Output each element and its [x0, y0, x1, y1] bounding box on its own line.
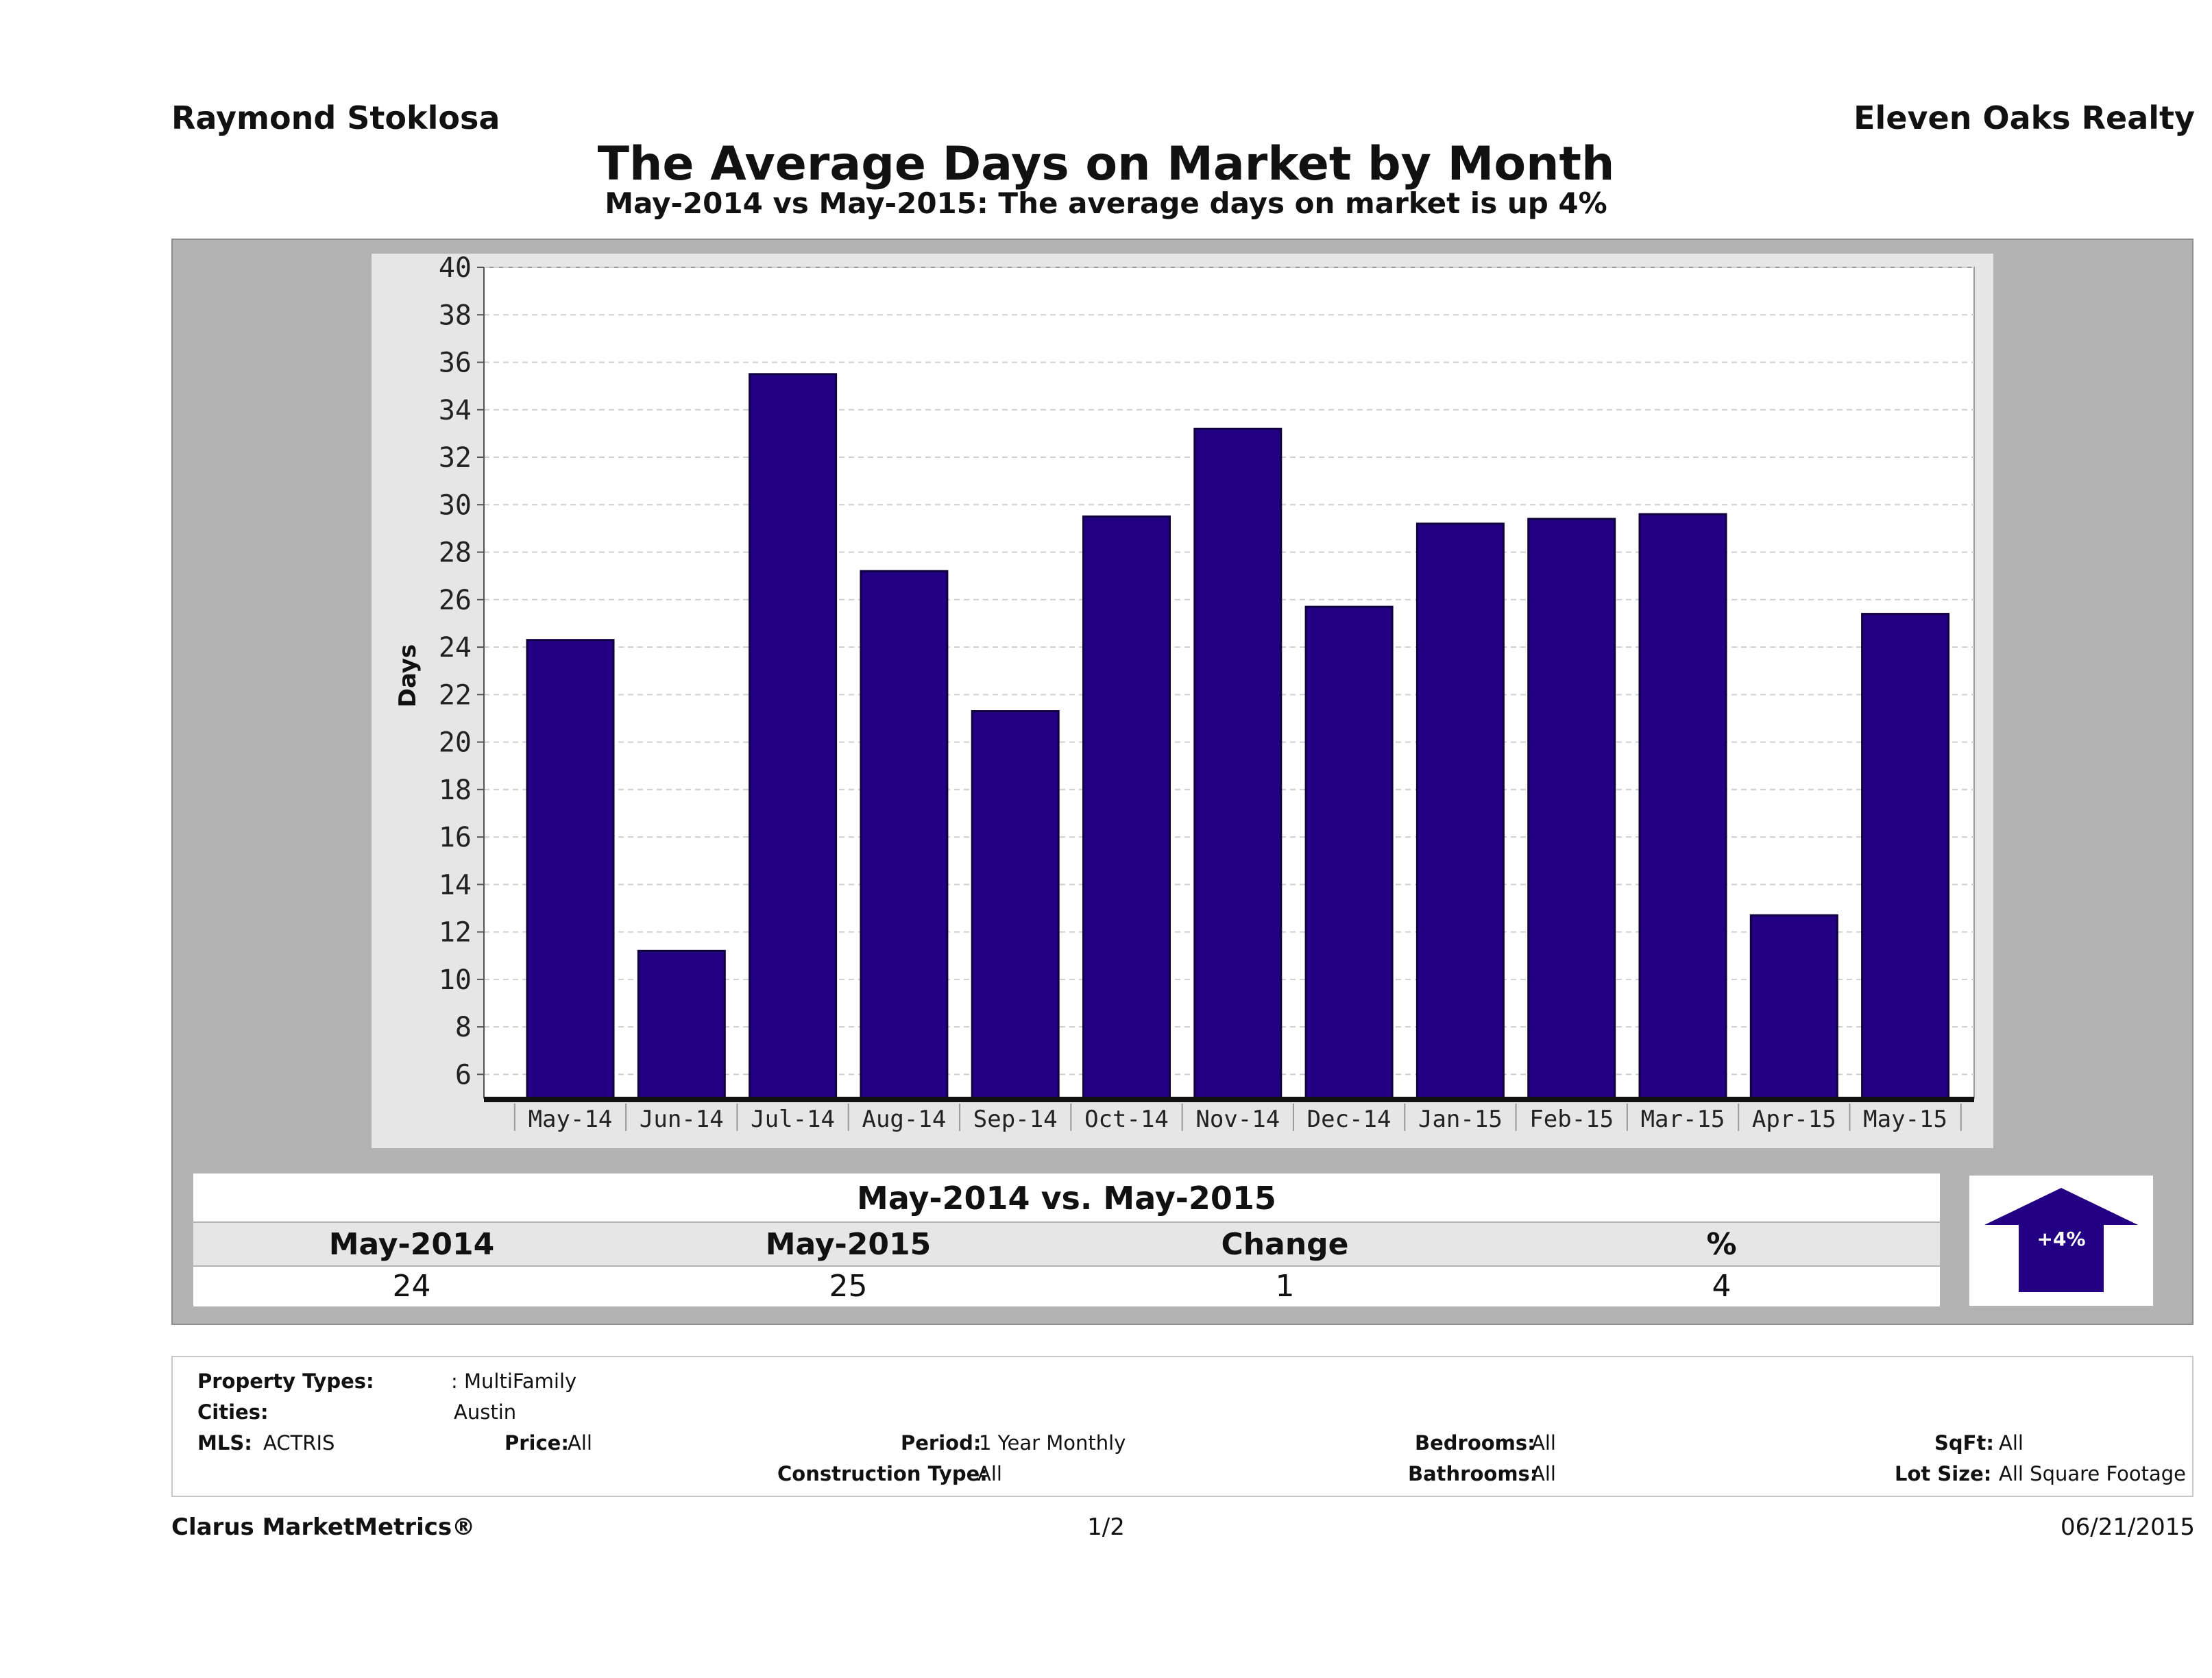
bar-nov-14 [1193, 427, 1283, 1099]
construction-type-value: All [977, 1462, 1002, 1485]
xtick-label-mar-15: Mar-15 [1641, 1106, 1725, 1133]
period-label: Period: [901, 1431, 982, 1455]
xtick-label-nov-14: Nov-14 [1195, 1106, 1280, 1133]
ytick-label-36: 36 [439, 348, 472, 379]
property-types-value: : MultiFamily [451, 1370, 577, 1393]
bar-jan-15 [1415, 522, 1505, 1099]
bathrooms-label: Bathrooms: [1408, 1462, 1538, 1485]
col-may-2015: May-2015 [765, 1227, 932, 1262]
period-value: 1 Year Monthly [979, 1431, 1126, 1455]
ytick-label-26: 26 [439, 585, 472, 616]
bar-aug-14 [860, 570, 949, 1099]
comparison-heading: May-2014 vs. May-2015 [193, 1174, 1940, 1221]
value-may-2014: 24 [392, 1269, 431, 1304]
comparison-value-row: 24 25 1 4 [193, 1267, 1940, 1306]
ytick-label-16: 16 [439, 822, 472, 853]
col-may-2014: May-2014 [328, 1227, 495, 1262]
xtick-label-jan-15: Jan-15 [1418, 1106, 1503, 1133]
ytick-label-6: 6 [455, 1059, 472, 1091]
ytick-label-30: 30 [439, 489, 472, 521]
value-percent: 4 [1712, 1269, 1731, 1304]
xtick-label-sep-14: Sep-14 [973, 1106, 1058, 1133]
sqft-label: SqFt: [1934, 1431, 1994, 1455]
bar-oct-14 [1082, 515, 1171, 1099]
report-date: 06/21/2015 [2061, 1513, 2195, 1541]
bar-mar-15 [1638, 513, 1727, 1099]
chart-area: 6 8 10 12 14 16 18 20 22 24 26 28 30 32 34 36 38 40 Days Ma… [372, 254, 1993, 1148]
lot-size-value: All Square Footage [1999, 1462, 2187, 1485]
ytick-label-32: 32 [439, 442, 472, 474]
xtick-label-apr-15: Apr-15 [1752, 1106, 1836, 1133]
bar-jul-14 [749, 373, 838, 1099]
bar-feb-15 [1527, 518, 1616, 1099]
xtick-label-jun-14: Jun-14 [640, 1106, 724, 1133]
sqft-value: All [1999, 1431, 2023, 1455]
ytick-label-12: 12 [439, 917, 472, 949]
bar-may-14 [526, 639, 615, 1099]
ytick-label-20: 20 [439, 727, 472, 759]
property-types-label: Property Types: [197, 1370, 374, 1393]
lot-size-label: Lot Size: [1895, 1462, 1992, 1485]
xtick-label-jul-14: Jul-14 [751, 1106, 835, 1133]
col-percent: % [1706, 1227, 1737, 1262]
company-name: Eleven Oaks Realty [1854, 99, 2195, 136]
footer-brand: Clarus MarketMetrics® [171, 1513, 476, 1541]
xtick-label-aug-14: Aug-14 [862, 1106, 946, 1133]
value-change: 1 [1275, 1269, 1295, 1304]
page-number: 1/2 [1087, 1513, 1125, 1541]
report-subtitle: May-2014 vs May-2015: The average days o… [605, 186, 1607, 220]
ytick-label-14: 14 [439, 869, 472, 901]
mls-value: ACTRIS [263, 1431, 335, 1455]
bedrooms-value: All [1531, 1431, 1556, 1455]
report-title: The Average Days on Market by Month [597, 137, 1615, 191]
xtick-label-feb-15: Feb-15 [1529, 1106, 1614, 1133]
bar-jun-14 [637, 949, 726, 1099]
bar-apr-15 [1749, 914, 1838, 1099]
price-value: All [568, 1431, 592, 1455]
bar-dec-14 [1304, 605, 1394, 1099]
value-may-2015: 25 [829, 1269, 868, 1304]
xtick-label-may-14: May-14 [528, 1106, 613, 1133]
filter-summary: Property Types: : MultiFamily Cities: Au… [171, 1356, 2193, 1497]
change-badge: +4% [1969, 1176, 2153, 1306]
ytick-label-28: 28 [439, 537, 472, 569]
ytick-label-18: 18 [439, 775, 472, 806]
y-axis-label: Days [394, 644, 422, 708]
col-change: Change [1221, 1227, 1349, 1262]
bathrooms-value: All [1531, 1462, 1556, 1485]
bedrooms-label: Bedrooms: [1415, 1431, 1535, 1455]
ytick-label-24: 24 [439, 632, 472, 664]
xtick-label-oct-14: Oct-14 [1084, 1106, 1169, 1133]
comparison-header-row: May-2014 May-2015 Change % [193, 1223, 1940, 1265]
mls-label: MLS: [197, 1431, 252, 1455]
cities-label: Cities: [197, 1400, 269, 1424]
comparison-table: May-2014 vs. May-2015 May-2014 May-2015 … [193, 1174, 1940, 1309]
construction-type-label: Construction Type: [777, 1462, 988, 1485]
agent-name: Raymond Stoklosa [171, 99, 500, 136]
ytick-label-10: 10 [439, 964, 472, 996]
ytick-label-34: 34 [439, 395, 472, 426]
bar-chart: 6 8 10 12 14 16 18 20 22 24 26 28 30 32 34 36 38 40 Days Ma… [394, 254, 1975, 1133]
bar-may-15 [1861, 613, 1950, 1099]
bar-sep-14 [971, 710, 1060, 1099]
ytick-label-40: 40 [439, 254, 472, 284]
change-badge-label: +4% [2037, 1228, 2086, 1250]
ytick-label-8: 8 [455, 1012, 472, 1043]
xtick-label-dec-14: Dec-14 [1307, 1106, 1391, 1133]
xtick-label-may-15: May-15 [1863, 1106, 1947, 1133]
up-arrow-icon: +4% [1984, 1188, 2138, 1292]
price-label: Price: [505, 1431, 569, 1455]
cities-value: Austin [454, 1400, 517, 1424]
ytick-label-38: 38 [439, 300, 472, 331]
ytick-label-22: 22 [439, 679, 472, 711]
